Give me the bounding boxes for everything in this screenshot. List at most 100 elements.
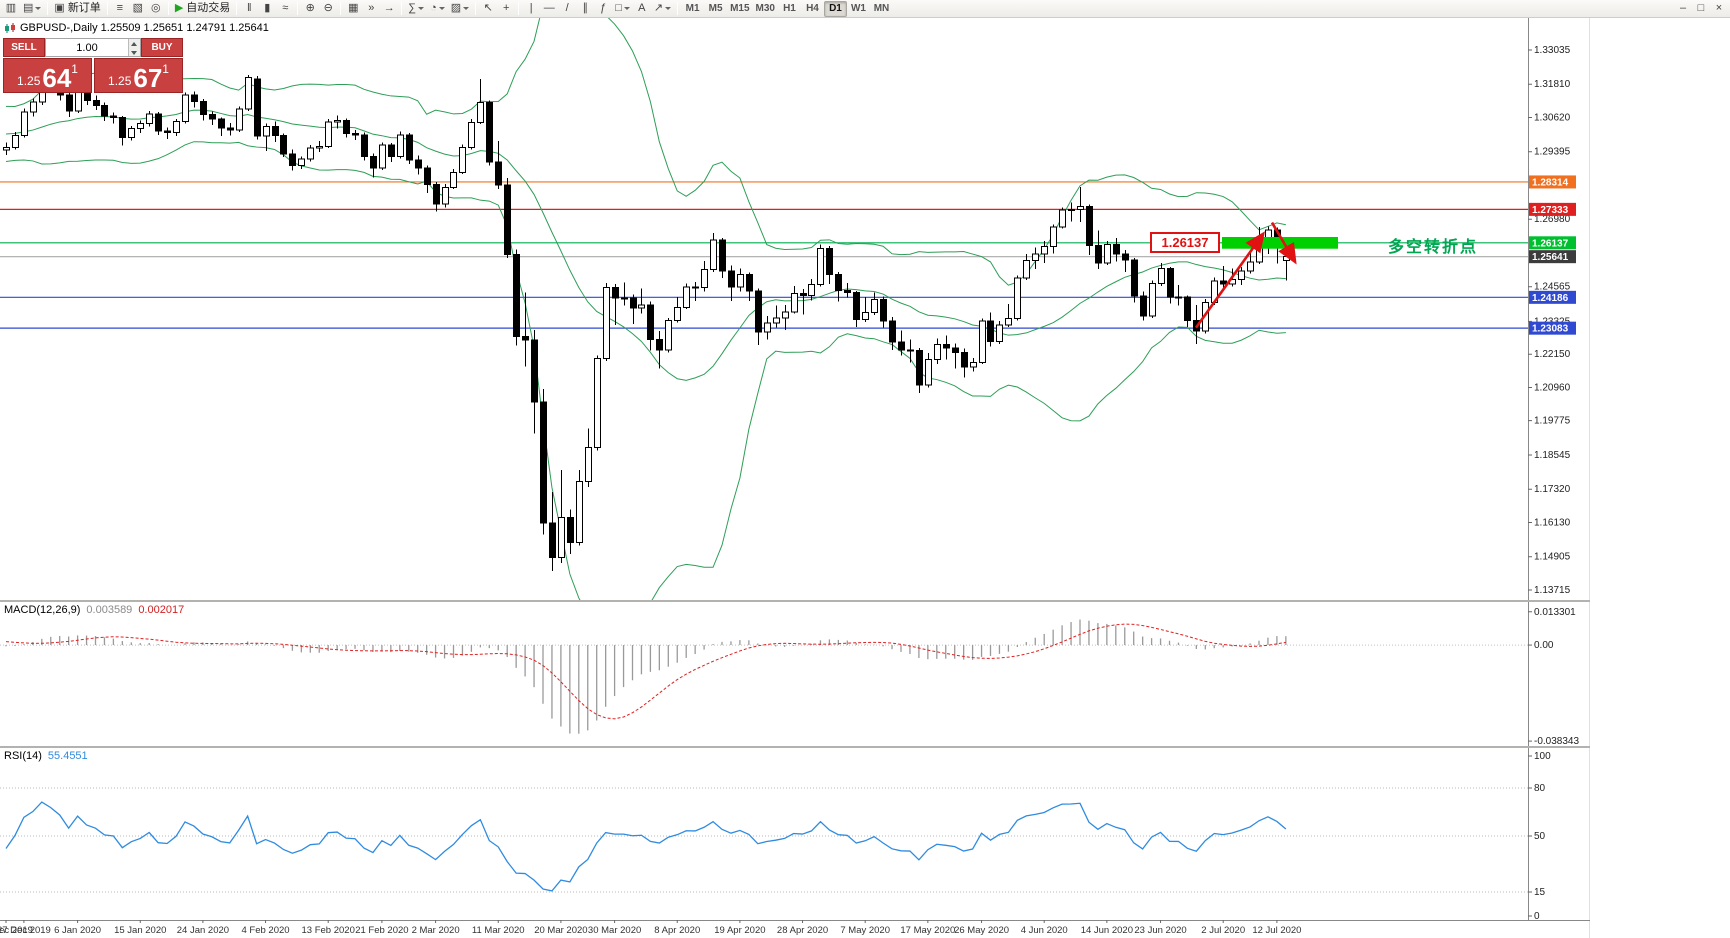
toolbar-separator [167,2,169,15]
trend-arrow-2[interactable] [1270,221,1297,265]
svg-text:2 Mar 2020: 2 Mar 2020 [412,925,460,936]
toolbar-separator [518,2,520,15]
timeframe-m1-button[interactable]: M1 [685,2,700,14]
macd-signal-line [5,623,1286,720]
svg-text:-0.038343: -0.038343 [1534,736,1579,747]
zoom-in-icon: ⊕ [305,2,315,14]
price-chart: 1.33035 1.31810 1.30620 1.29395 1.26980 1.245… [0,18,1590,936]
zoom-out-icon[interactable]: ⊖ [319,1,337,17]
new-order-button[interactable]: ▣ 新订单 [51,1,103,17]
autotrading-button[interactable]: ▶ 自动交易 [172,1,233,17]
zoom-in-icon[interactable]: ⊕ [301,1,319,17]
timeframe-mn-button[interactable]: MN [873,2,890,14]
buy-price-frac: 1 [162,62,169,76]
vertical-line-icon[interactable]: | [522,1,540,17]
buy-price-button[interactable]: 1.25 67 1 [94,58,183,93]
timeframe-m30-button[interactable]: M30 [755,2,775,14]
horizontal-line-icon[interactable]: — [540,1,558,17]
timeframe-d1-button[interactable]: D1 [823,0,847,17]
macd-signal-value: 0.002017 [138,604,185,616]
rsi-value: 55.4551 [47,750,88,762]
strategy-tester-icon[interactable]: ◎ [147,1,165,17]
close-icon[interactable]: × [1715,2,1723,14]
svg-text:13 Feb 2020: 13 Feb 2020 [302,925,355,936]
market-watch-icon[interactable]: ≡ [111,1,129,17]
one-click-trading-panel: SELL 1.00 BUY 1.25 64 1 1.25 67 1 [3,38,183,93]
templates-icon[interactable]: ▨ [448,1,472,17]
volume-down-button[interactable] [129,47,140,56]
svg-text:30 Mar 2020: 30 Mar 2020 [588,925,641,936]
volume-input[interactable]: 1.00 [45,38,141,57]
data-window-icon[interactable]: ▧ [129,1,147,17]
volume-up-button[interactable] [129,39,140,48]
candlestick-chart-icon[interactable]: ▮ [258,1,276,17]
toolbar-separator [106,2,108,15]
market-watch-icon: ≡ [116,2,124,14]
arrows-icon[interactable]: ↗ [651,1,674,17]
sell-price-frac: 1 [71,62,78,76]
svg-text:1.26980: 1.26980 [1534,214,1571,225]
trend-arrow-1[interactable] [1194,231,1266,329]
timeframe-h4-button[interactable]: H4 [806,2,819,14]
new-chart-icon[interactable]: ▥ [2,1,20,17]
price-callout-label[interactable]: 1.26137 [1150,232,1220,253]
timeframe-m15-button[interactable]: M15 [730,2,750,14]
templates-icon: ▨ [450,2,462,14]
svg-text:100: 100 [1534,751,1551,762]
bollinger-bands [5,18,1286,600]
buy-button[interactable]: BUY [141,38,183,57]
line-chart-icon[interactable]: ≈ [276,1,294,17]
svg-text:26 May 2020: 26 May 2020 [954,925,1009,936]
periods-menu-icon[interactable]: ◔ [427,1,448,17]
toolbar-separator [401,2,403,15]
cursor-icon[interactable]: ↖ [479,1,497,17]
svg-text:1.19775: 1.19775 [1534,416,1571,427]
auto-scroll-icon: » [368,2,375,14]
macd-name: MACD(12,26,9) [4,604,81,616]
restore-icon[interactable]: □ [1697,2,1705,14]
svg-text:0.013301: 0.013301 [1534,607,1576,618]
crosshair-icon[interactable]: + [497,1,515,17]
svg-text:14 Jun 2020: 14 Jun 2020 [1081,925,1133,936]
chart-profiles-icon[interactable]: ▤ [20,1,44,17]
sell-price-base: 1.25 [17,74,41,88]
shapes-icon: □ [615,2,622,14]
minimize-icon[interactable]: – [1679,2,1687,14]
sell-price-button[interactable]: 1.25 64 1 [3,58,92,93]
sell-button[interactable]: SELL [3,38,45,57]
svg-text:7 May 2020: 7 May 2020 [840,925,890,936]
fibonacci-icon[interactable]: ƒ [594,1,612,17]
horizontal-line-icon: — [543,2,555,14]
bar-chart-icon[interactable]: ‖ [240,1,258,17]
buy-price-base: 1.25 [108,74,132,88]
svg-text:21 Feb 2020: 21 Feb 2020 [355,925,408,936]
price-badge-1.26137: 1.26137 [1529,236,1576,250]
svg-text:2 Jul 2020: 2 Jul 2020 [1201,925,1245,936]
trendline-icon[interactable]: / [558,1,576,17]
toolbar-separator [236,2,238,15]
price-badge-1.24186: 1.24186 [1529,290,1576,304]
indicators-icon[interactable]: ∑ [405,1,427,17]
svg-text:1.13715: 1.13715 [1534,585,1571,596]
order-price-row: 1.25 64 1 1.25 67 1 [3,58,183,93]
svg-text:1.28314: 1.28314 [1532,177,1569,188]
new-order-button: ▣ [54,2,65,14]
volume-value[interactable]: 1.00 [76,41,98,54]
timeframe-w1-button[interactable]: W1 [850,2,866,14]
svg-text:1.30620: 1.30620 [1534,113,1571,124]
tile-windows-icon[interactable]: ▦ [344,1,362,17]
equidistant-channel-icon[interactable]: ∥ [576,1,594,17]
chart-profiles-icon: ▤ [23,2,34,14]
timeframe-m5-button[interactable]: M5 [708,2,723,14]
svg-text:50: 50 [1534,831,1546,842]
timeframe-h1-button[interactable]: H1 [783,2,796,14]
svg-text:1.20960: 1.20960 [1534,383,1571,394]
svg-text:1.24565: 1.24565 [1534,282,1571,293]
turning-point-label[interactable]: 多空转折点 [1388,239,1479,256]
shapes-icon[interactable]: □ [612,1,633,17]
text-icon[interactable]: A [633,1,651,17]
chart-shift-icon[interactable]: → [380,1,398,17]
toolbar: ▥ ▤ ▣ 新订单 ≡ ▧ ◎ ▶ 自动交易 ‖ ▮ ≈ ⊕ ⊖ ▦ » → ∑ ◔ ▨ ↖ + | — / ∥ ƒ □ A ↗ M1 M5 M… [0,0,1730,18]
auto-scroll-icon[interactable]: » [362,1,380,17]
svg-text:27 Dec 2019: 27 Dec 2019 [0,925,51,936]
